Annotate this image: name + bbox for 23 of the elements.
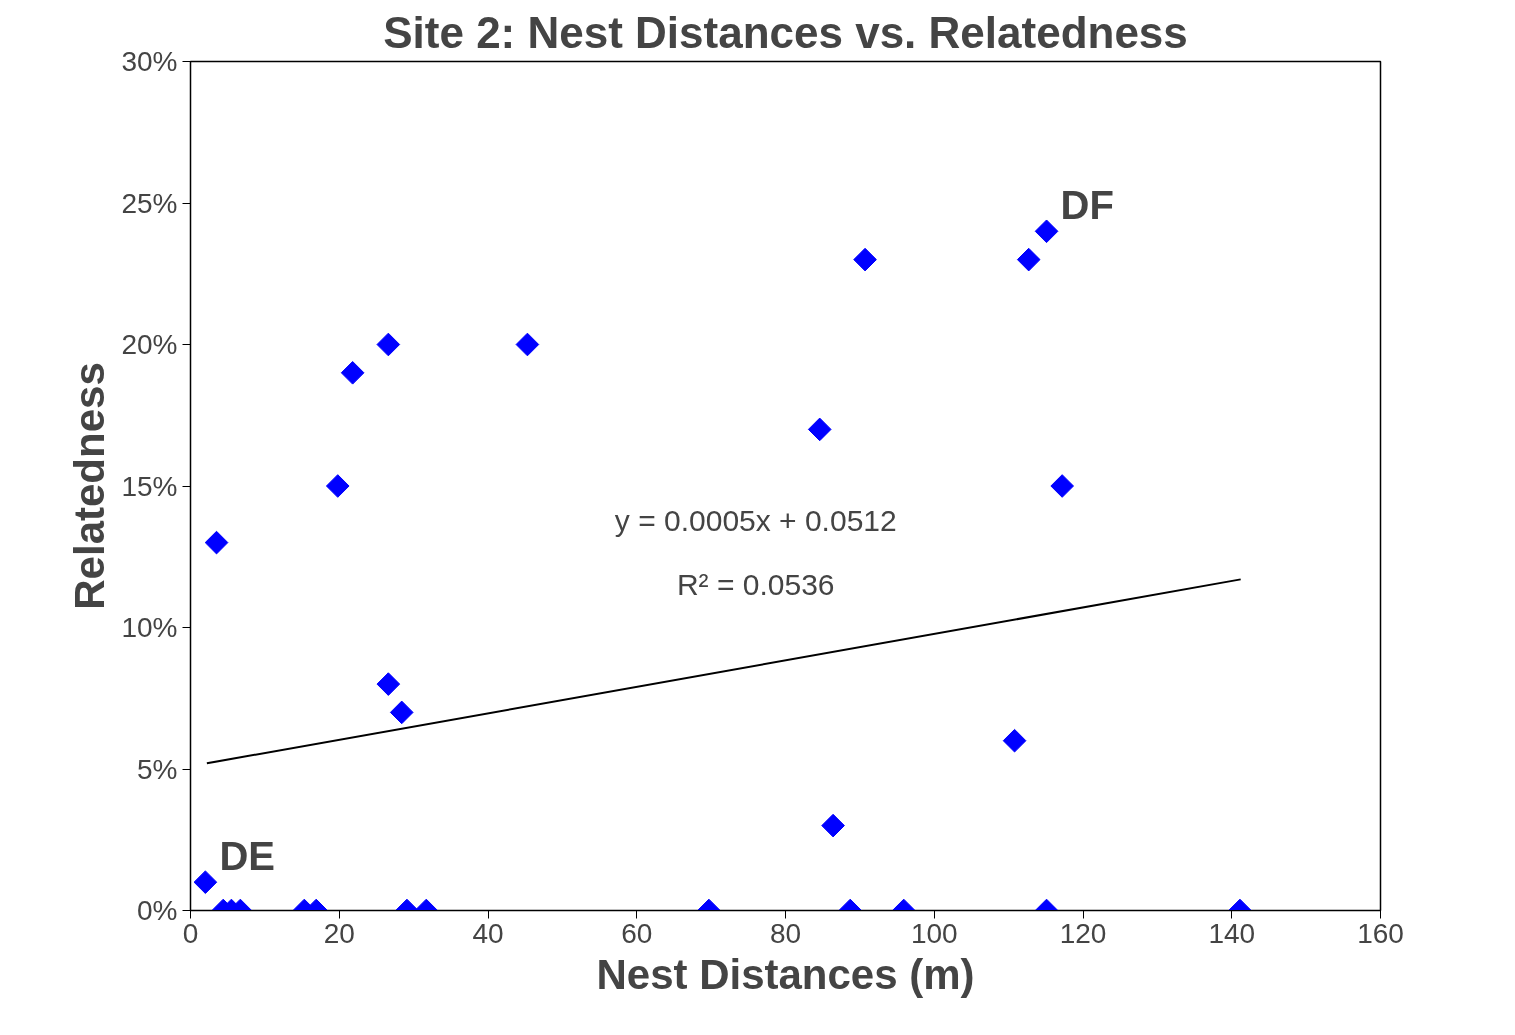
annotation: DF (1060, 183, 1114, 228)
annotation: y = 0.0005x + 0.0512 (614, 503, 897, 537)
x-tick-label: 80 (769, 917, 802, 949)
x-tick-label: 40 (472, 917, 504, 949)
chart-title: Site 2: Nest Distances vs. Relatedness (383, 7, 1188, 57)
y-tick-label: 30% (121, 46, 178, 77)
x-tick-label: 20 (323, 917, 355, 949)
annotation: DE (219, 834, 275, 879)
x-tick-label: 140 (1208, 917, 1256, 949)
x-axis-title: Nest Distances (m) (596, 950, 975, 998)
y-tick-label: 10% (121, 612, 178, 643)
x-tick-label: 120 (1059, 917, 1107, 949)
annotation: R² = 0.0536 (676, 567, 835, 601)
x-tick-label: 100 (910, 917, 958, 949)
y-tick-label: 5% (137, 753, 178, 785)
x-tick-label: 60 (621, 917, 653, 949)
x-tick-label: 160 (1357, 917, 1404, 949)
y-tick-label: 25% (121, 187, 178, 219)
y-tick-label: 20% (121, 329, 178, 360)
y-tick-label: 15% (121, 470, 178, 502)
x-tick-label: 0 (182, 917, 199, 949)
y-axis-title: Relatedness (66, 362, 114, 610)
y-tick-label: 0% (137, 895, 178, 926)
